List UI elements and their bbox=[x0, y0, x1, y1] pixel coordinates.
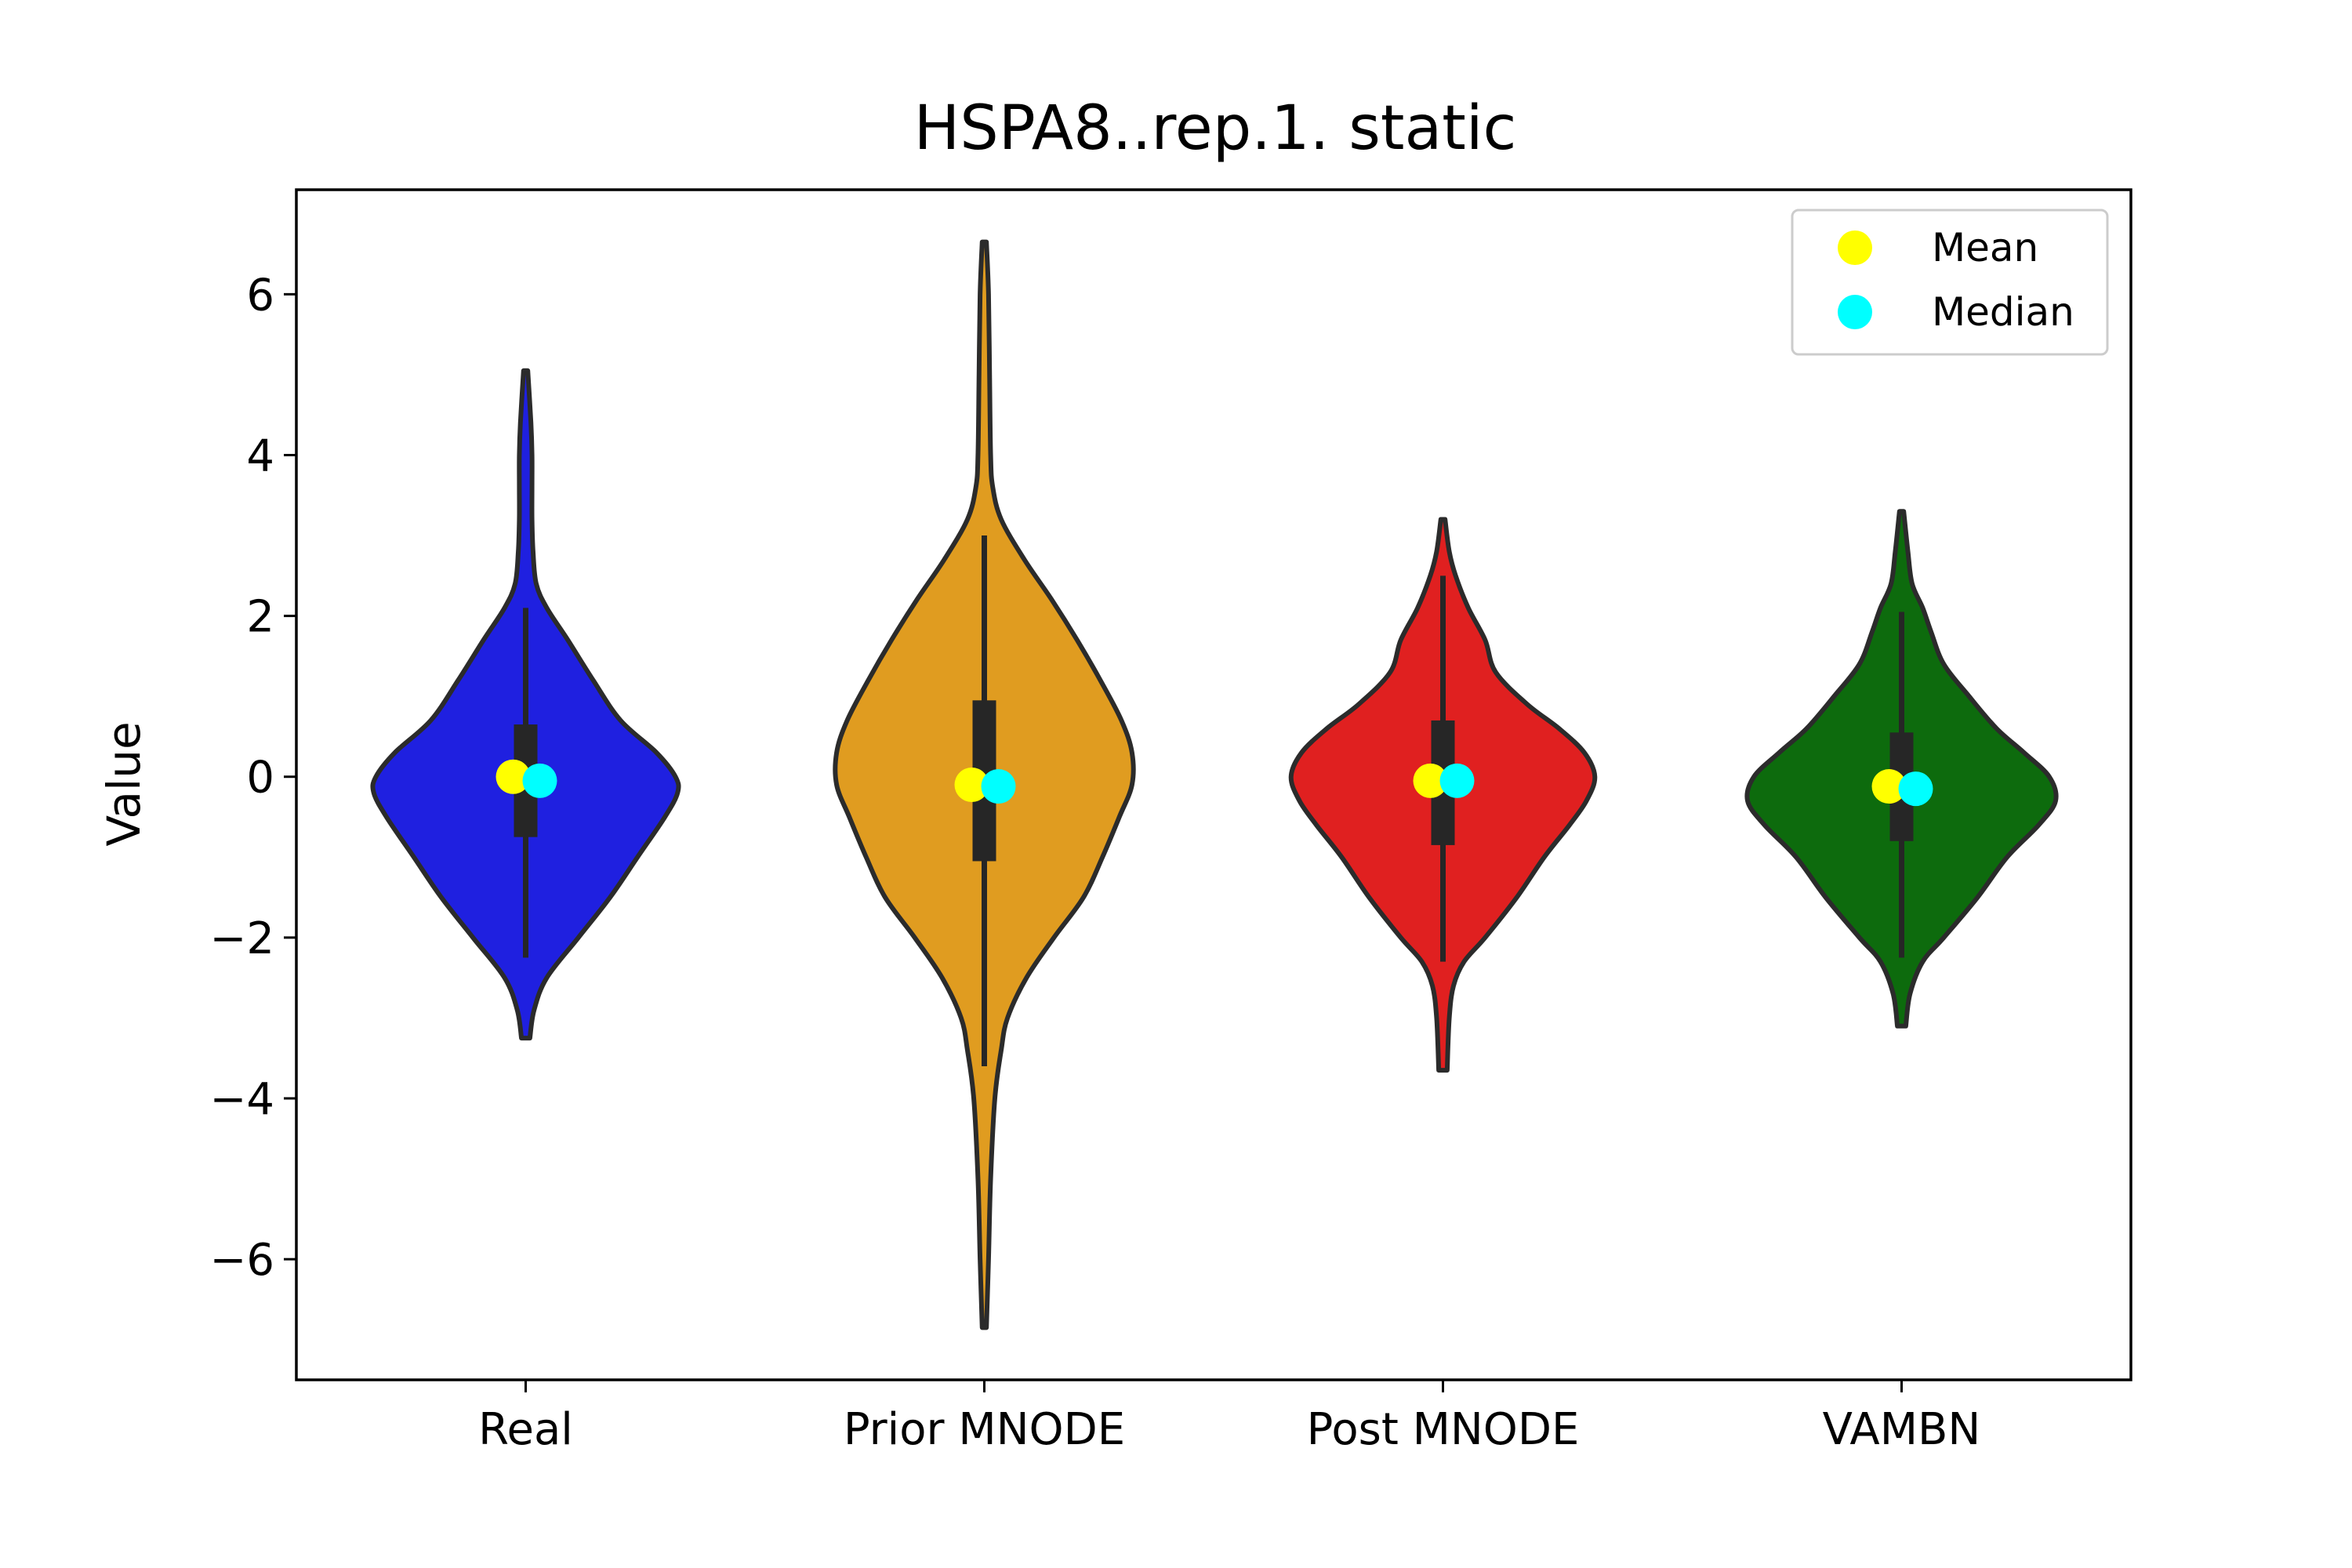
plot-frame bbox=[295, 188, 2132, 1381]
y-tick-label-2: −2 bbox=[209, 913, 274, 964]
median-marker-1 bbox=[981, 769, 1016, 804]
y-axis-label: Value bbox=[97, 721, 151, 846]
mean-marker-1 bbox=[954, 768, 989, 802]
y-tick-label-3: 0 bbox=[246, 753, 274, 804]
median-marker-2 bbox=[1439, 763, 1475, 798]
median-marker-0 bbox=[522, 763, 557, 798]
axes: Real Prior MNODE Post MNODE VAMBN −6 −4 −2 0 2 4 6 bbox=[209, 188, 2132, 1455]
y-tick-label-6: 6 bbox=[246, 270, 274, 321]
y-tick-label-4: 2 bbox=[246, 592, 274, 643]
y-tick-label-1: −4 bbox=[209, 1074, 274, 1125]
x-tick-label-2: Post MNODE bbox=[1307, 1404, 1580, 1455]
plot-area bbox=[370, 239, 2059, 1330]
x-tick-label-3: VAMBN bbox=[1823, 1404, 1981, 1455]
legend-marker-median bbox=[1838, 295, 1872, 329]
legend-label-median: Median bbox=[1932, 289, 2074, 335]
legend-marker-mean bbox=[1838, 230, 1872, 265]
mean-marker-0 bbox=[495, 759, 531, 794]
mean-marker-2 bbox=[1413, 763, 1448, 798]
mean-marker-3 bbox=[1871, 769, 1907, 804]
legend: Mean Median bbox=[1791, 209, 2109, 356]
chart-title: HSPA8..rep.1. static bbox=[914, 93, 1517, 164]
y-tick-label-5: 4 bbox=[246, 430, 274, 481]
legend-label-mean: Mean bbox=[1932, 225, 2038, 270]
median-marker-3 bbox=[1898, 771, 1933, 807]
x-tick-label-1: Prior MNODE bbox=[844, 1404, 1125, 1455]
x-tick-label-0: Real bbox=[478, 1404, 573, 1455]
y-tick-label-0: −6 bbox=[209, 1235, 274, 1286]
